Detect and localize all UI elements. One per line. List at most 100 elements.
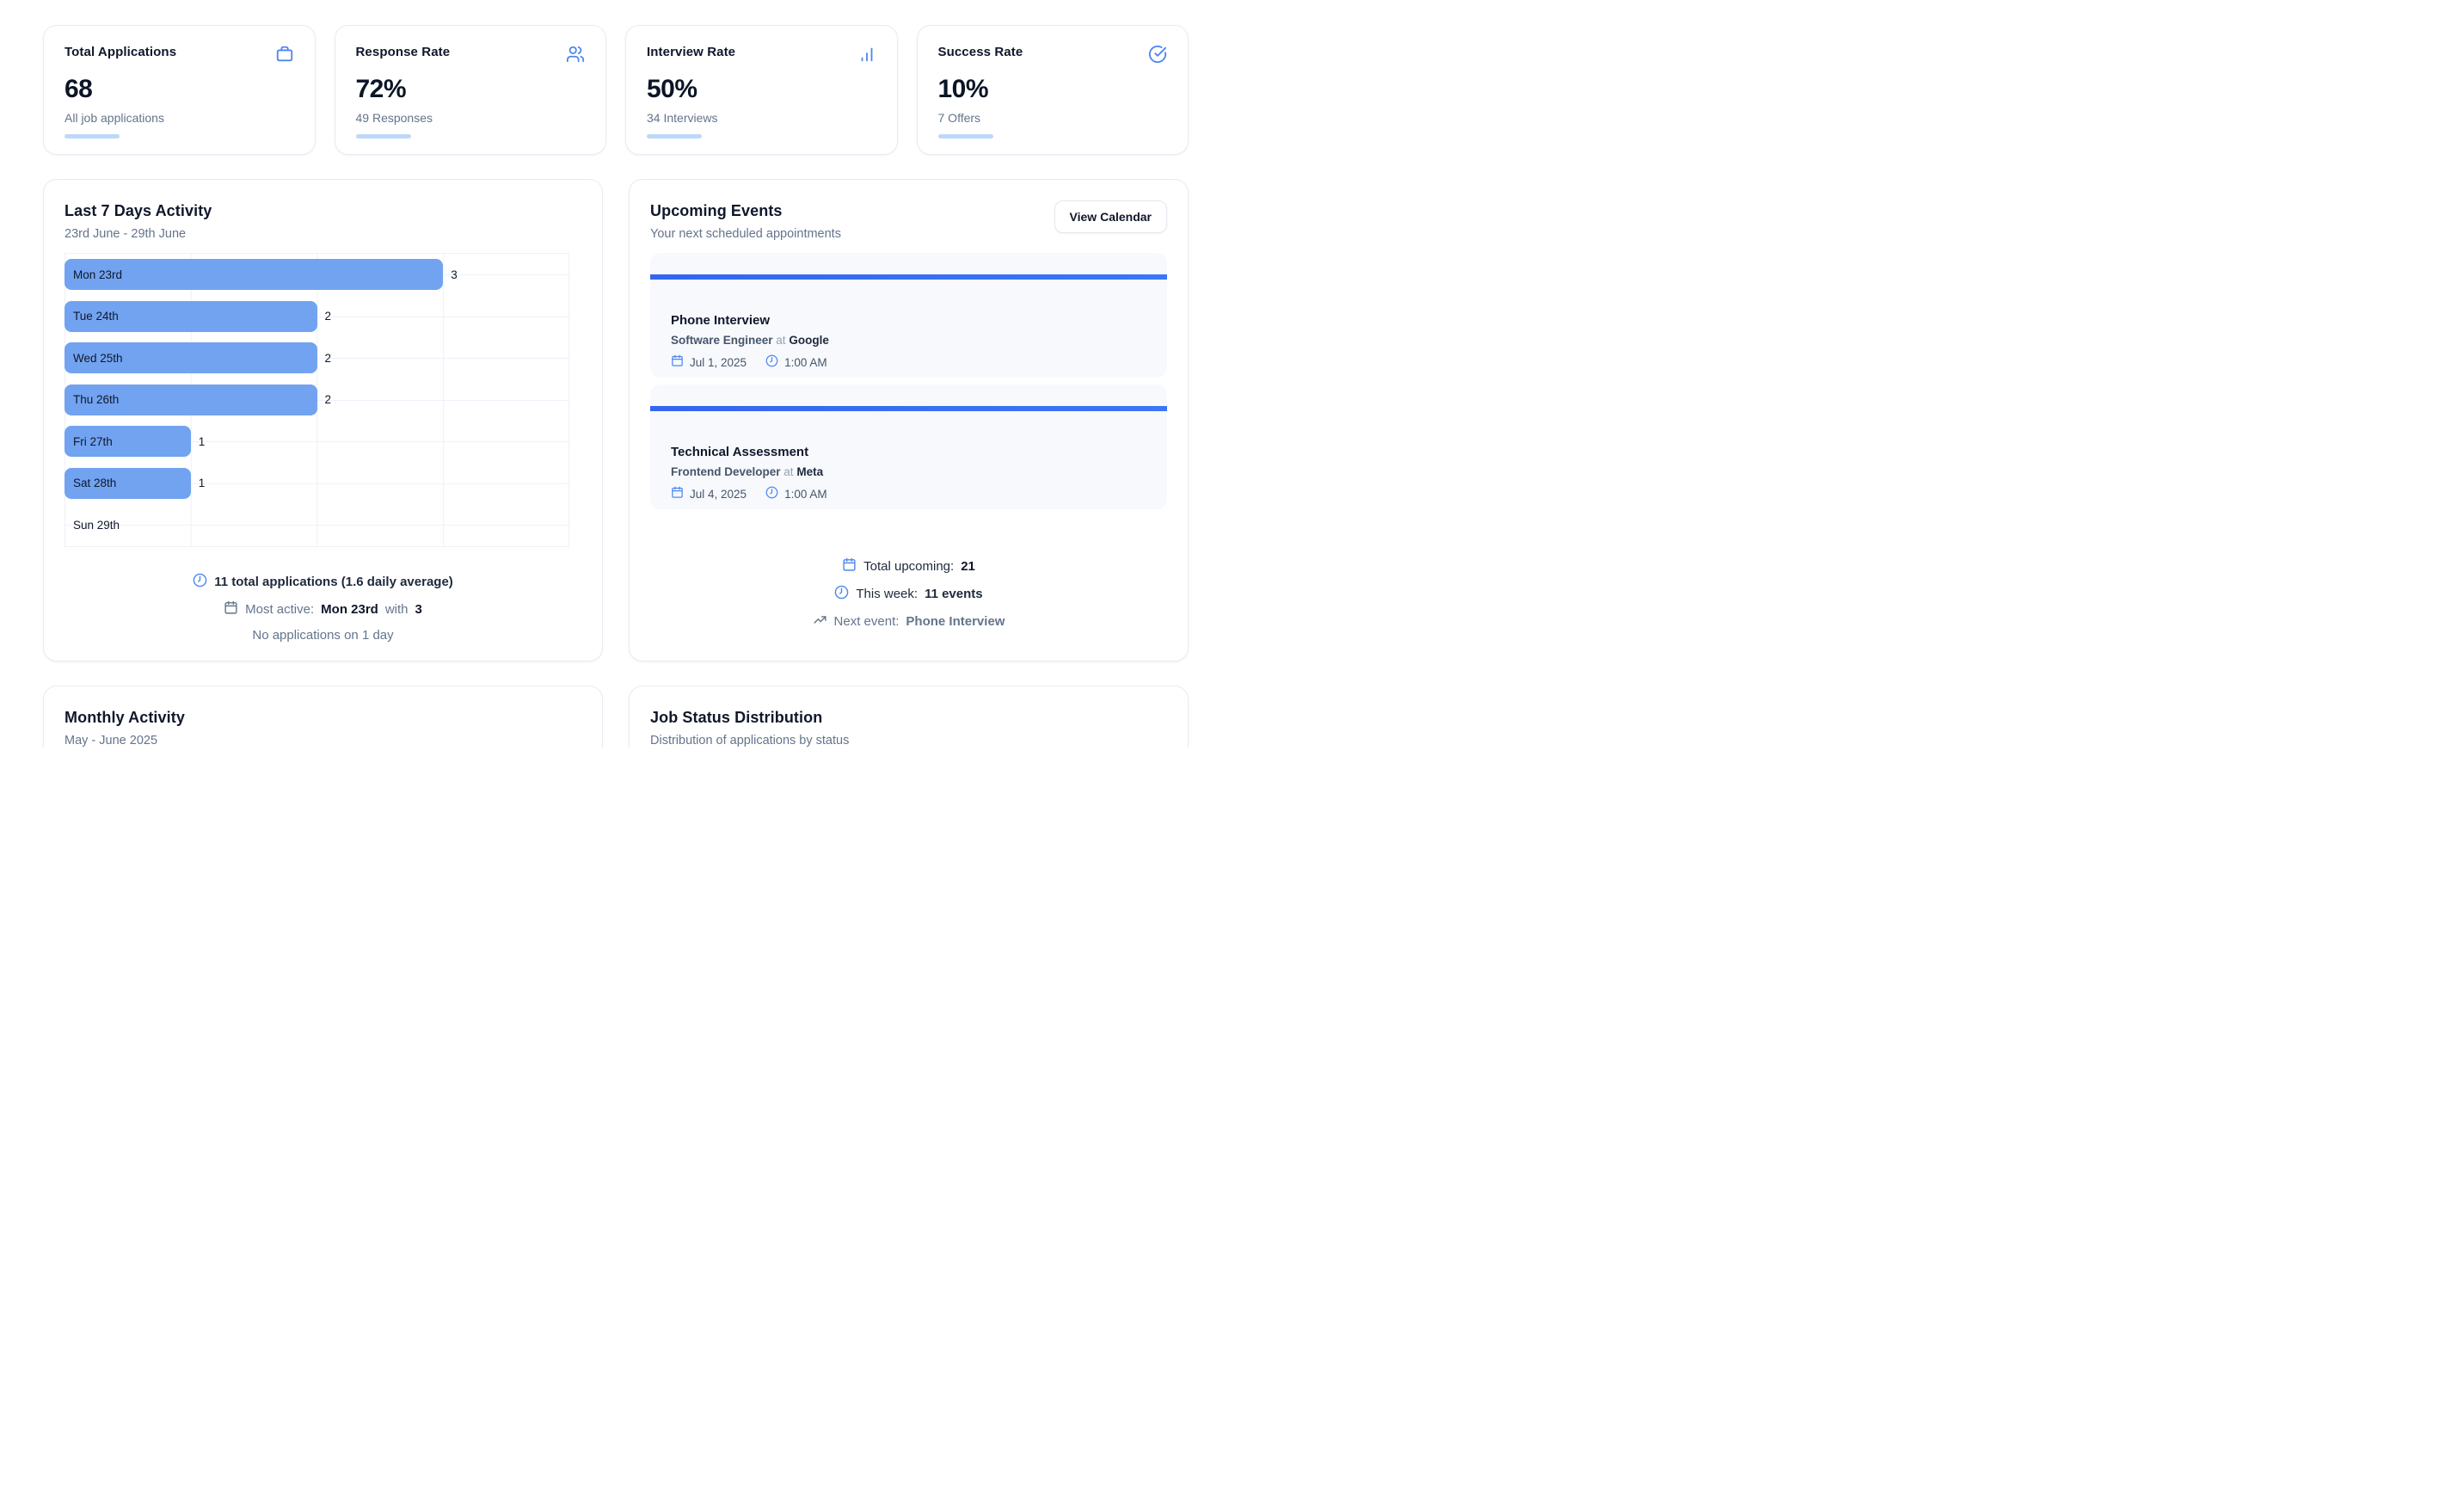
event-accent-stripe [650, 274, 1167, 280]
event-title: Technical Assessment [671, 445, 809, 459]
no-applications-text: No applications on 1 day [252, 627, 394, 643]
stat-progress-bar [937, 134, 993, 138]
bar-day-label: Tue 24th [73, 310, 119, 323]
stat-title: Interview Rate [647, 45, 736, 59]
dashboard-page: Total Applications 68 All job applicatio… [0, 0, 1232, 748]
stat-card-response-rate: Response Rate 72% 49 Responses [334, 25, 606, 155]
event-time: 1:00 AM [765, 486, 827, 501]
event-meta: Jul 1, 2025 1:00 AM [671, 354, 1146, 370]
stat-head: Response Rate [356, 45, 586, 68]
panel-title: Last 7 Days Activity [65, 202, 212, 219]
stat-value: 72% [355, 75, 407, 103]
most-active-with: with [384, 601, 409, 617]
bar-value-label: 2 [324, 310, 332, 323]
total-upcoming-value: 21 [961, 559, 975, 574]
bar-value-label: 2 [324, 351, 332, 365]
stat-value: 68 [65, 75, 93, 103]
stat-head: Success Rate [938, 45, 1168, 68]
next-event-line: Next event: Phone Interview [813, 612, 1005, 631]
stat-title: Response Rate [355, 45, 451, 59]
total-upcoming-label: Total upcoming: [863, 559, 955, 574]
events-list: Phone Interview Software Engineer at Goo… [650, 253, 1167, 509]
most-active-day: Mon 23rd [321, 601, 378, 617]
bar-day-label: Sat 28th [73, 477, 117, 490]
activity-bar: Wed 25th [65, 342, 317, 374]
next-event-label: Next event: [833, 614, 900, 629]
users-icon [566, 45, 585, 68]
clock-icon [193, 573, 207, 591]
event-time-text: 1:00 AM [784, 487, 827, 501]
clock-icon [765, 354, 778, 370]
bar-day-label: Thu 26th [73, 393, 120, 407]
event-meta: Jul 4, 2025 1:00 AM [671, 486, 1146, 501]
event-at-word: at [776, 334, 786, 347]
stat-progress-bar [355, 134, 411, 138]
calendar-icon [224, 600, 238, 618]
row-gridline [65, 525, 569, 526]
event-date: Jul 4, 2025 [671, 486, 747, 501]
event-accent-stripe [650, 406, 1167, 411]
activity-bar: Thu 26th [65, 384, 317, 415]
job-status-distribution-panel: Job Status Distribution Distribution of … [629, 686, 1189, 748]
most-active-line: Most active: Mon 23rd with 3 [224, 600, 422, 618]
briefcase-icon [275, 45, 294, 68]
event-time: 1:00 AM [765, 354, 827, 370]
chart-row: Sat 28th 1 [65, 463, 569, 505]
this-week-label: This week: [856, 587, 919, 601]
bar-day-label: Fri 27th [73, 434, 113, 448]
stat-card-success-rate: Success Rate 10% 7 Offers [916, 25, 1189, 155]
stat-card-interview-rate: Interview Rate 50% 34 Interviews [625, 25, 898, 155]
trending-up-icon [813, 612, 827, 631]
stats-row: Total Applications 68 All job applicatio… [43, 25, 1189, 155]
total-applications-line: 11 total applications (1.6 daily average… [193, 573, 453, 591]
bar-value-label: 1 [198, 434, 206, 448]
row-gridline [65, 483, 569, 484]
stat-subtitle: All job applications [65, 111, 164, 125]
monthly-activity-panel: Monthly Activity May - June 2025 [43, 686, 603, 748]
row-gridline [65, 399, 569, 401]
no-applications-line: No applications on 1 day [252, 628, 393, 643]
stat-title: Total Applications [65, 45, 177, 59]
stat-progress-bar [65, 134, 120, 138]
event-date: Jul 1, 2025 [671, 354, 747, 370]
middle-row: Last 7 Days Activity 23rd June - 29th Ju… [43, 179, 1189, 661]
row-gridline [65, 358, 569, 360]
calendar-icon [671, 354, 684, 370]
event-role: Software Engineer [671, 334, 773, 347]
stat-value: 10% [937, 75, 989, 103]
activity-bar: Fri 27th [65, 426, 191, 458]
view-calendar-button[interactable]: View Calendar [1054, 200, 1167, 233]
event-date-text: Jul 4, 2025 [690, 487, 747, 501]
event-date-text: Jul 1, 2025 [690, 355, 747, 369]
event-at-word: at [783, 465, 794, 478]
activity-bar: Sat 28th [65, 467, 191, 499]
activity-bar: Tue 24th [65, 300, 317, 332]
event-role-line: Software Engineer at Google [671, 334, 1146, 347]
row-gridline [65, 441, 569, 443]
stat-head: Interview Rate [647, 45, 876, 68]
bar-day-label: Sun 29th [73, 518, 120, 532]
panel-title: Monthly Activity [65, 709, 185, 726]
most-active-label: Most active: [245, 601, 315, 617]
event-role: Frontend Developer [671, 465, 781, 478]
event-body: Phone Interview Software Engineer at Goo… [650, 253, 1167, 370]
bar-value-label: 2 [324, 393, 332, 407]
bar-day-label: Wed 25th [73, 351, 123, 365]
event-time-text: 1:00 AM [784, 355, 827, 369]
panel-subtitle: 23rd June - 29th June [65, 227, 187, 241]
chart-row: Sun 29th [65, 504, 569, 546]
next-event-value: Phone Interview [906, 614, 1005, 629]
chart-row: Wed 25th 2 [65, 337, 569, 379]
calendar-icon [842, 557, 857, 575]
event-title: Phone Interview [671, 313, 771, 328]
panel-title: Upcoming Events [650, 202, 783, 219]
calendar-icon [671, 486, 684, 501]
event-item-phone-interview[interactable]: Phone Interview Software Engineer at Goo… [650, 253, 1167, 378]
chart-row: Thu 26th 2 [65, 379, 569, 421]
event-item-technical-assessment[interactable]: Technical Assessment Frontend Developer … [650, 385, 1167, 509]
stat-subtitle: 7 Offers [937, 111, 981, 125]
bottom-row: Monthly Activity May - June 2025 Job Sta… [43, 686, 1189, 748]
clock-icon [765, 486, 778, 501]
event-body: Technical Assessment Frontend Developer … [650, 385, 1167, 501]
activity-chart: Mon 23rd 3 Tue 24th 2 Wed 25th 2 Thu 26th 2 Fri … [65, 253, 569, 547]
